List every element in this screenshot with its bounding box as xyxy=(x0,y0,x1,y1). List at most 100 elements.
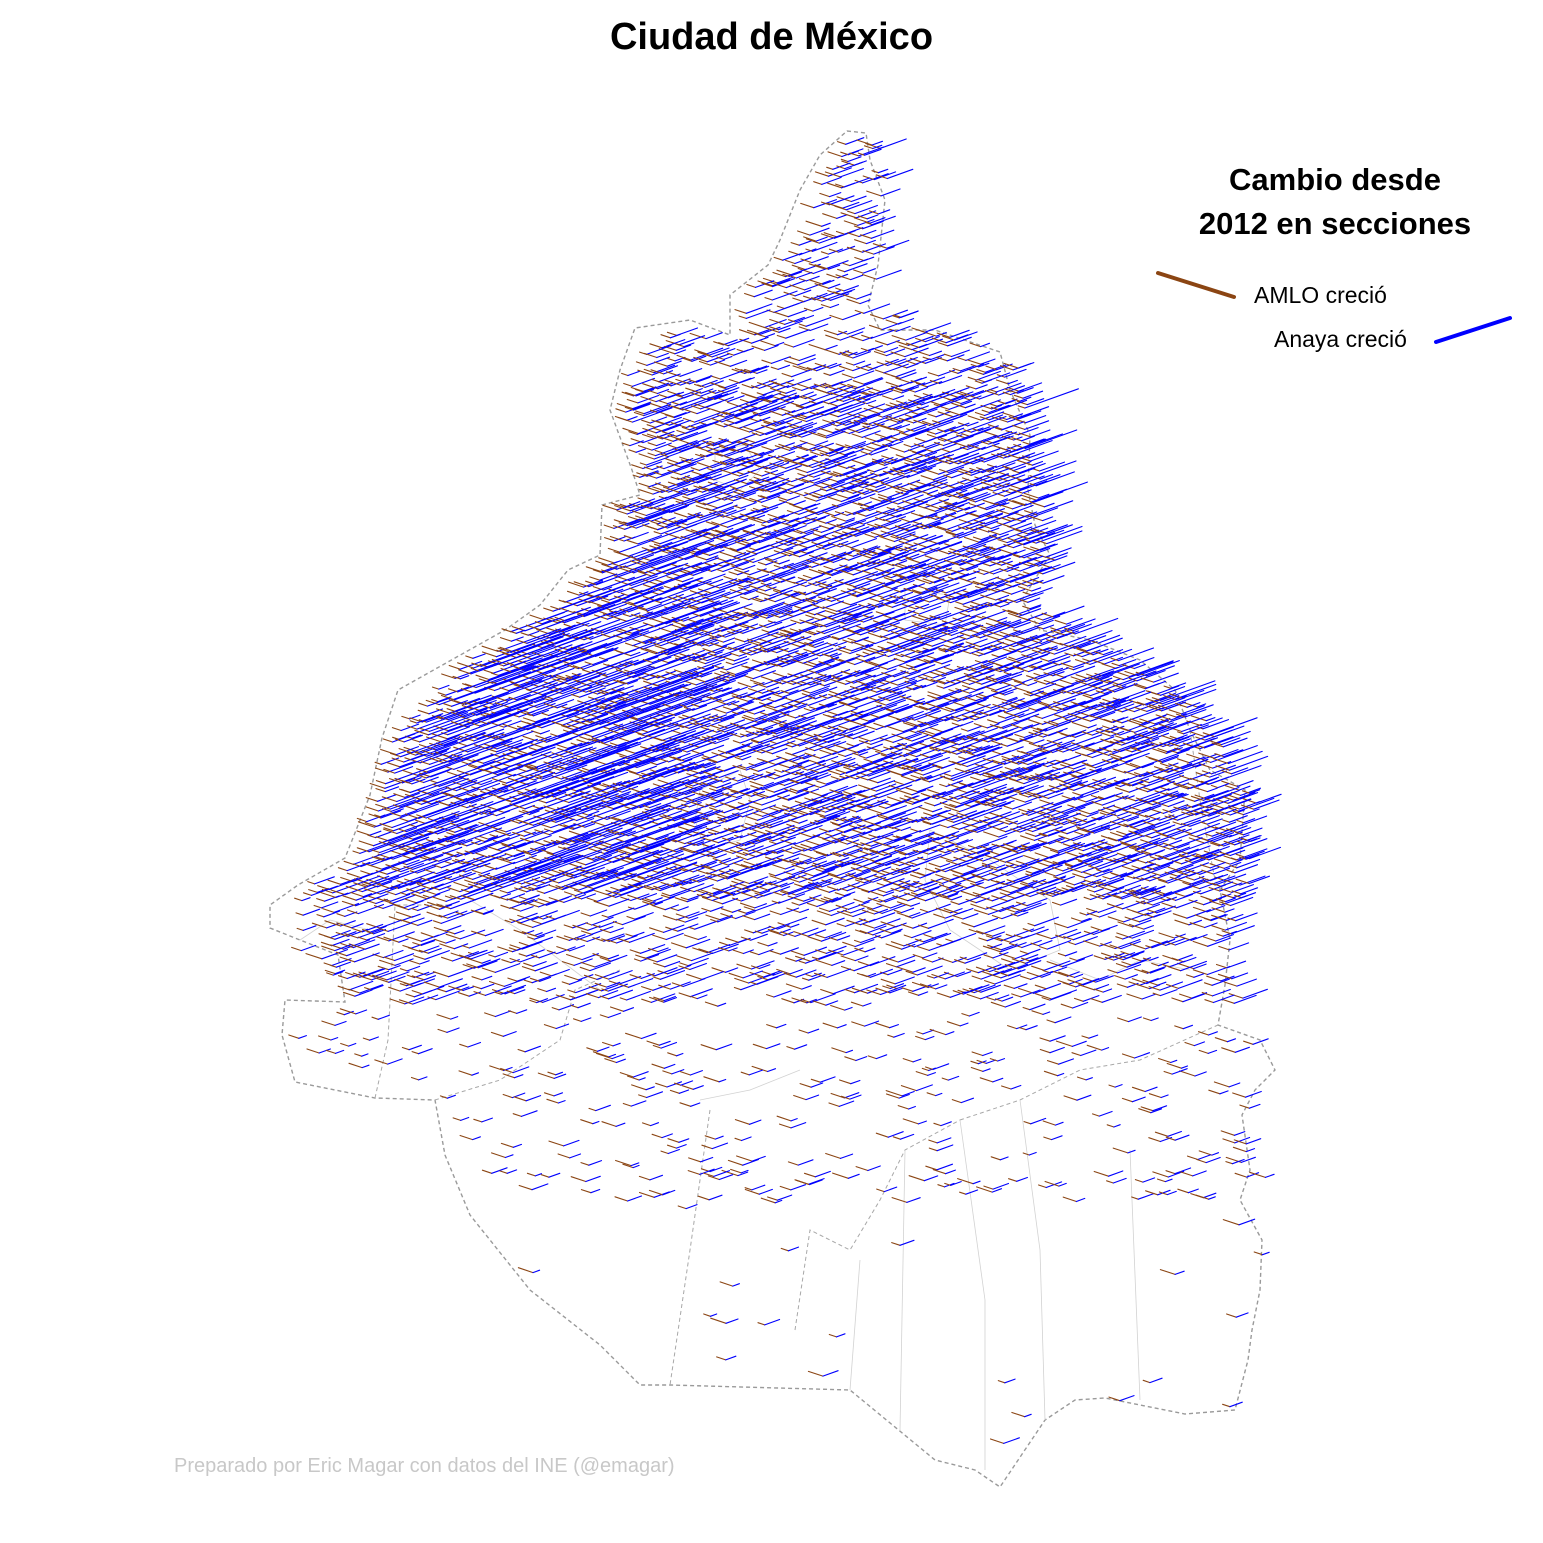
anaya-arrow xyxy=(1098,635,1120,643)
anaya-arrow xyxy=(866,512,879,517)
amlo-arrow xyxy=(934,661,942,664)
anaya-arrow xyxy=(1205,718,1257,737)
amlo-arrow xyxy=(1009,738,1019,741)
amlo-arrow xyxy=(994,697,1008,701)
amlo-arrow xyxy=(698,463,713,468)
amlo-arrow xyxy=(777,336,786,339)
anaya-arrow xyxy=(1049,654,1069,661)
amlo-arrow xyxy=(1029,708,1036,710)
amlo-arrow xyxy=(747,285,756,288)
amlo-arrow xyxy=(1054,706,1065,710)
amlo-arrow xyxy=(843,263,850,265)
anaya-arrow xyxy=(927,533,966,547)
amlo-arrow xyxy=(639,483,649,486)
anaya-arrow xyxy=(778,365,789,369)
amlo-arrow xyxy=(770,320,785,325)
amlo-arrow xyxy=(653,428,663,431)
amlo-arrow xyxy=(957,357,966,360)
amlo-arrow xyxy=(805,497,816,501)
anaya-arrow xyxy=(822,177,841,184)
amlo-arrow xyxy=(627,540,638,544)
amlo-arrow xyxy=(627,400,638,403)
anaya-arrow xyxy=(851,275,863,279)
amlo-arrow xyxy=(523,718,535,722)
anaya-arrow xyxy=(997,618,1007,622)
amlo-arrow xyxy=(988,531,1000,535)
amlo-arrow xyxy=(757,591,770,595)
anaya-arrow xyxy=(980,710,1001,718)
amlo-arrow xyxy=(841,152,849,155)
amlo-arrow xyxy=(838,269,845,271)
amlo-arrow xyxy=(1118,672,1130,676)
amlo-arrow xyxy=(905,415,913,418)
amlo-arrow xyxy=(647,571,656,574)
amlo-arrow xyxy=(730,653,739,656)
amlo-arrow xyxy=(568,591,580,595)
anaya-arrow xyxy=(832,387,853,395)
amlo-arrow xyxy=(871,315,884,319)
anaya-arrow xyxy=(1154,673,1179,682)
amlo-arrow xyxy=(1005,712,1020,717)
amlo-arrow xyxy=(869,633,882,637)
amlo-arrow xyxy=(648,488,662,493)
amlo-arrow xyxy=(876,341,888,345)
amlo-arrow xyxy=(926,703,938,707)
amlo-arrow xyxy=(762,630,769,632)
amlo-arrow xyxy=(1083,659,1090,661)
amlo-arrow xyxy=(796,469,808,473)
amlo-arrow xyxy=(977,696,984,698)
amlo-arrow xyxy=(887,726,903,731)
amlo-arrow xyxy=(632,465,643,469)
amlo-arrow xyxy=(849,467,857,470)
amlo-arrow xyxy=(823,214,837,219)
anaya-arrow xyxy=(807,714,818,718)
amlo-arrow xyxy=(775,446,789,451)
amlo-arrow xyxy=(633,511,647,516)
amlo-arrow xyxy=(551,607,560,610)
amlo-arrow xyxy=(820,750,833,754)
anaya-arrow xyxy=(967,578,976,581)
amlo-arrow xyxy=(413,740,420,742)
amlo-arrow xyxy=(753,517,769,522)
amlo-arrow xyxy=(807,662,817,665)
amlo-arrow xyxy=(765,298,772,300)
amlo-arrow xyxy=(928,373,938,376)
amlo-arrow xyxy=(1044,680,1051,682)
amlo-arrow xyxy=(982,410,989,412)
amlo-arrow xyxy=(804,649,813,652)
anaya-arrow xyxy=(930,655,954,664)
amlo-arrow xyxy=(1169,710,1181,714)
amlo-arrow xyxy=(1048,708,1057,711)
amlo-arrow xyxy=(651,522,658,524)
amlo-arrow xyxy=(827,167,833,169)
anaya-arrow xyxy=(792,371,808,377)
anaya-arrow xyxy=(1038,508,1058,515)
amlo-arrow xyxy=(867,447,876,450)
anaya-arrow xyxy=(754,456,776,464)
amlo-arrow xyxy=(861,348,868,350)
amlo-arrow xyxy=(810,452,821,456)
amlo-arrow xyxy=(648,443,656,446)
amlo-arrow xyxy=(749,322,764,327)
amlo-arrow xyxy=(791,243,799,246)
amlo-arrow xyxy=(750,548,756,550)
anaya-arrow xyxy=(792,738,817,747)
amlo-arrow xyxy=(718,751,726,754)
anaya-arrow xyxy=(1023,391,1043,398)
amlo-arrow xyxy=(846,363,854,365)
amlo-arrow xyxy=(438,693,446,696)
anaya-arrow xyxy=(794,379,811,385)
amlo-arrow xyxy=(847,744,854,746)
amlo-arrow xyxy=(521,633,528,635)
amlo-arrow xyxy=(713,709,727,714)
amlo-arrow xyxy=(710,725,720,728)
anaya-arrow xyxy=(911,450,939,460)
amlo-arrow xyxy=(784,344,793,347)
amlo-arrow xyxy=(839,726,850,730)
anaya-arrow xyxy=(952,621,974,629)
amlo-arrow xyxy=(652,379,659,381)
anaya-arrow xyxy=(853,731,874,739)
amlo-arrow xyxy=(957,507,965,510)
amlo-arrow xyxy=(975,381,982,383)
anaya-arrow xyxy=(1146,696,1170,705)
